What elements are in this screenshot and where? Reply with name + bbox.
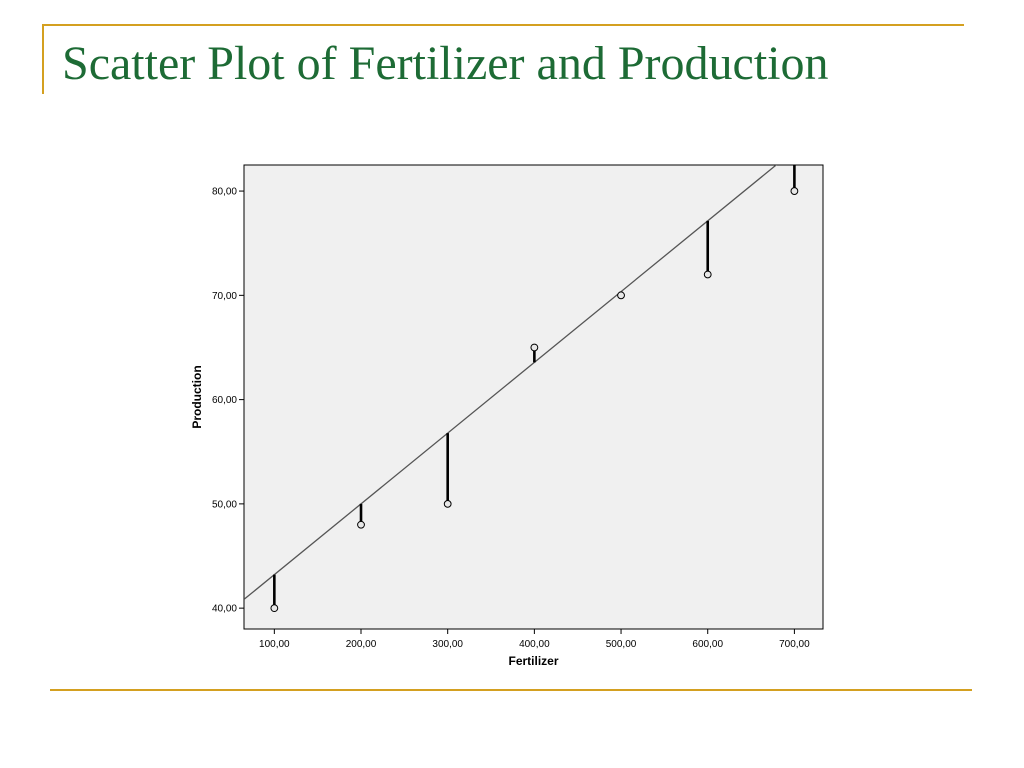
x-tick-label: 700,00 xyxy=(779,639,810,650)
y-axis-label: Production xyxy=(190,365,204,428)
scatter-chart: 100,00 200,00 300,00 400,00 500,00 600,00 700,… xyxy=(180,150,840,680)
data-point xyxy=(703,270,712,279)
data-point xyxy=(790,187,799,195)
data-point xyxy=(357,520,365,529)
plot-content xyxy=(244,165,799,613)
x-tick-label: 300,00 xyxy=(432,639,463,650)
y-tick-label: 50,00 xyxy=(212,499,237,510)
data-point xyxy=(530,343,539,352)
plot-area xyxy=(243,164,824,630)
data-point xyxy=(443,499,452,508)
y-tick-label: 70,00 xyxy=(212,291,237,302)
regression-line xyxy=(244,165,778,600)
slide-title: Scatter Plot of Fertilizer and Productio… xyxy=(62,37,829,90)
data-point xyxy=(617,291,625,300)
y-axis: 40,00 50,00 60,00 70,00 80,00 xyxy=(212,187,244,615)
x-tick-label: 400,00 xyxy=(519,639,550,650)
x-tick-label: 200,00 xyxy=(346,639,377,650)
title-frame-top-rule xyxy=(42,24,964,26)
title-frame-left-rule xyxy=(42,24,44,94)
x-axis-label: Fertilizer xyxy=(508,654,558,668)
data-point xyxy=(270,604,279,613)
x-tick-label: 100,00 xyxy=(259,639,290,650)
x-tick-label: 500,00 xyxy=(606,639,637,650)
chart-svg: 100,00 200,00 300,00 400,00 500,00 600,00 700,… xyxy=(190,164,824,668)
y-tick-label: 80,00 xyxy=(212,187,237,198)
data-points xyxy=(270,187,799,613)
x-tick-label: 600,00 xyxy=(692,639,723,650)
y-tick-label: 60,00 xyxy=(212,395,237,406)
bottom-rule xyxy=(50,689,972,691)
x-axis: 100,00 200,00 300,00 400,00 500,00 600,00 700,… xyxy=(259,629,810,650)
y-tick-label: 40,00 xyxy=(212,604,237,615)
